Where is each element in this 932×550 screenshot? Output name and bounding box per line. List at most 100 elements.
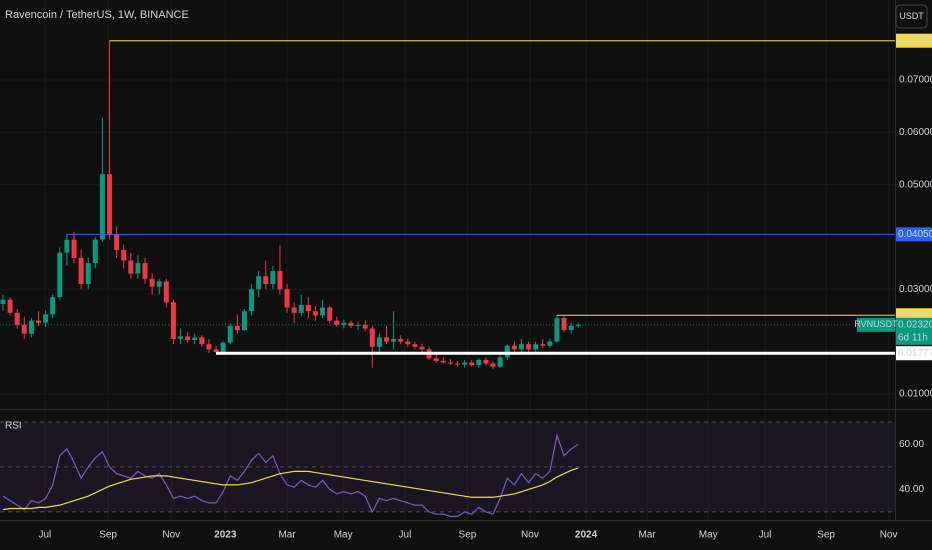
last-price-label: 0.02320: [898, 319, 932, 330]
candle-body: [64, 239, 70, 253]
candle-body: [334, 320, 340, 325]
candle-body: [220, 342, 226, 353]
candle-body: [291, 307, 297, 313]
plot: [0, 40, 895, 518]
candle-body: [78, 257, 84, 285]
candle-body: [440, 360, 446, 363]
rsi-tick-label: 40.00: [899, 484, 924, 495]
x-tick-label: Nov: [880, 530, 898, 541]
candle-body: [433, 358, 439, 361]
x-tick-label: Nov: [162, 530, 180, 541]
candle-body: [21, 324, 27, 334]
level-label: 0.02503: [898, 310, 932, 321]
candle-body: [348, 322, 354, 326]
candle-body: [376, 337, 382, 347]
candle-body: [7, 299, 13, 313]
level-label: 0.01777: [898, 348, 932, 359]
candle-body: [170, 302, 176, 339]
x-tick-label: Mar: [278, 530, 296, 541]
candle-body: [469, 362, 475, 366]
currency-label[interactable]: USDT: [899, 11, 924, 21]
candle-body: [504, 345, 510, 358]
currency-button[interactable]: [895, 4, 928, 29]
candle-body: [227, 325, 233, 343]
candle-body: [362, 324, 368, 329]
x-tick-label: Nov: [521, 530, 539, 541]
level-label-box: [896, 227, 932, 242]
candle-body: [107, 174, 113, 235]
candle-body: [43, 314, 49, 323]
x-tick-label: Jul: [759, 530, 772, 541]
countdown-label: 6d 11h: [898, 332, 928, 343]
x-tick-label: Sep: [459, 530, 477, 541]
candle-body: [192, 337, 198, 340]
x-tick-label: Jul: [399, 530, 412, 541]
x-tick-label: Jul: [38, 530, 51, 541]
candle-body: [305, 304, 311, 312]
candle-body: [568, 325, 574, 331]
candle-body: [213, 349, 219, 353]
candle-body: [561, 318, 567, 331]
candle-body: [490, 363, 496, 367]
candle-body: [518, 344, 524, 350]
candle-body: [14, 312, 20, 325]
level-label: 0.07752: [898, 35, 932, 46]
axes: Jul Sep Nov 2023 Mar May Jul Sep Nov 2024 Mar May Ju…: [38, 33, 932, 541]
candle-body: [234, 325, 240, 331]
rsi-line: [2, 433, 579, 518]
candle-body: [128, 260, 134, 274]
level-label: 0.04050: [898, 229, 932, 240]
candle-body: [391, 338, 397, 342]
candle-body: [355, 324, 361, 326]
candle-body: [0, 299, 6, 304]
candle-body: [178, 336, 184, 339]
candle-body: [114, 234, 120, 251]
candle-body: [298, 304, 304, 313]
level-label-box: [896, 346, 932, 361]
candle-body: [35, 320, 41, 323]
candle-body: [199, 337, 205, 345]
candle-body: [483, 359, 489, 364]
candle-body: [476, 359, 482, 366]
x-tick-label: Sep: [817, 530, 835, 541]
candle-body: [312, 311, 318, 316]
candle-body: [341, 322, 347, 325]
candle-body: [412, 344, 418, 347]
candle-body: [28, 320, 34, 334]
candle-body: [383, 337, 389, 342]
candle-body: [320, 307, 326, 316]
y-tick-label: 0.03000: [899, 284, 932, 295]
last-price-box: [896, 317, 932, 345]
candle-body: [497, 357, 503, 367]
x-tick-label: Sep: [99, 530, 117, 541]
candle-body: [163, 281, 169, 303]
candle-body: [185, 336, 191, 340]
candle-body: [156, 281, 162, 287]
x-tick-label: May: [699, 530, 718, 541]
candle-body: [92, 239, 98, 264]
y-tick-label: 0.06000: [899, 127, 932, 138]
candle-body: [511, 345, 517, 350]
level-label-box: [896, 33, 932, 48]
chart-title: Ravencoin / TetherUS, 1W, BINANCE: [5, 9, 189, 21]
candle-body: [284, 289, 290, 308]
rsi-tick-label: 60.00: [899, 439, 924, 450]
candle-body: [249, 289, 255, 312]
candle-body: [327, 307, 333, 321]
candle-body: [135, 263, 141, 274]
candle-body: [263, 276, 269, 285]
candle-body: [121, 250, 127, 261]
rsi-title: RSI: [5, 421, 22, 432]
candle-body: [405, 341, 411, 345]
candle-body: [554, 318, 560, 342]
candle-body: [369, 328, 375, 347]
candle-body: [206, 344, 212, 350]
candle-body: [455, 363, 461, 365]
candle-body: [256, 276, 262, 290]
x-tick-label: May: [334, 530, 353, 541]
candle-body: [398, 338, 404, 342]
y-tick-label: 0.07000: [899, 75, 932, 86]
symbol-label: RVNUSDT: [854, 319, 898, 329]
